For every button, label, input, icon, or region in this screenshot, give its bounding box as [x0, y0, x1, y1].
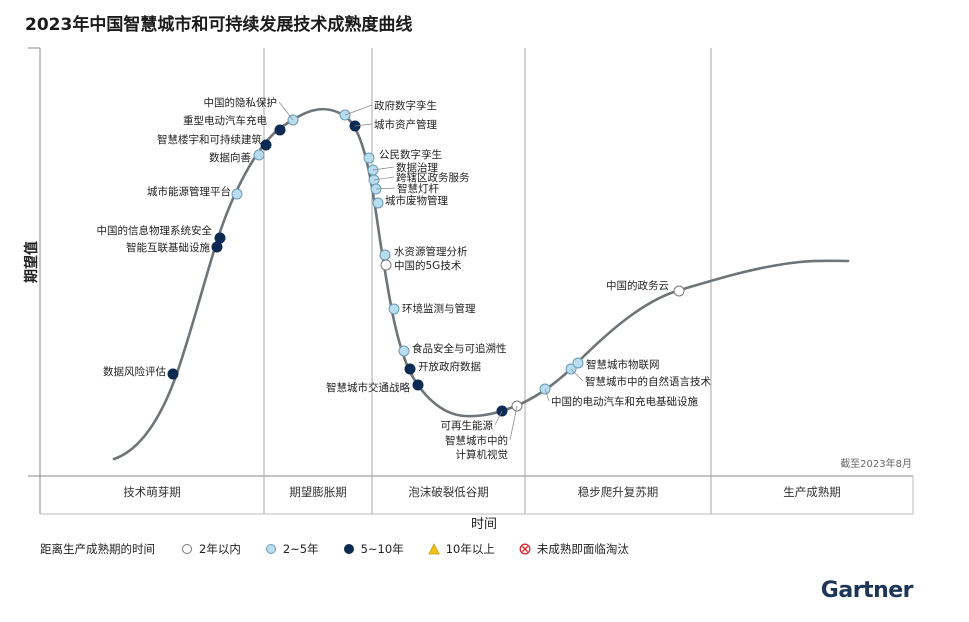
phase-label: 技术萌芽期 [123, 485, 181, 499]
tech-point [380, 259, 392, 271]
leader-line [278, 101, 294, 121]
tech-label: 智慧城市中的自然语言技术 [585, 375, 711, 388]
phase-label: 生产成熟期 [783, 485, 841, 499]
tech-label: 智慧城市中的计算机视觉 [445, 434, 508, 461]
legend-item-gt10: 10年以上 [428, 541, 495, 557]
leader-line [544, 388, 550, 402]
tech-point [253, 149, 265, 161]
tech-point [260, 139, 272, 151]
tech-label: 食品安全与可追溯性 [412, 342, 507, 355]
tech-point [379, 249, 391, 261]
tech-label: 重型电动汽车充电 [183, 114, 267, 127]
gartner-logo: Gartner [820, 578, 914, 603]
tech-label: 数据风险评估 [103, 365, 166, 378]
tech-label: 中国的隐私保护 [204, 96, 278, 109]
axis-layer: 期望值 时间 截至2023年8月 [23, 241, 912, 532]
tech-label: 公民数字孪生 [379, 148, 442, 161]
leader-line [509, 405, 518, 441]
tech-label: 环境监测与管理 [402, 302, 476, 315]
tech-point [363, 152, 375, 164]
tech-label: 中国的电动汽车和充电基础设施 [551, 395, 698, 408]
phase-label: 期望膨胀期 [289, 485, 347, 499]
leader-line [570, 368, 584, 382]
technology-labels-layer: 数据风险评估 智能互联基础设施 中国的信息物理系统安全 城市能源管理平台 数据向善 智慧楼… [97, 96, 712, 461]
legend-item-obsolete: 未成熟即面临淘汰 [519, 541, 629, 557]
legend-item-5to10: 5~10年 [343, 541, 404, 557]
legend-item-lt2: 2年以内 [181, 541, 241, 557]
tech-label: 数据向善 [209, 151, 251, 164]
tech-point [412, 379, 424, 391]
tech-point [388, 303, 400, 315]
tech-point [211, 241, 223, 253]
tech-label: 开放政府数据 [418, 360, 481, 373]
circle-icon [343, 544, 354, 554]
legend-title: 距离生产成熟期的时间 [40, 542, 155, 556]
tech-label: 智慧城市物联网 [586, 358, 660, 371]
legend: 距离生产成熟期的时间 2年以内 2~5年 5~10年 10年以上 未成熟即面临淘… [40, 541, 653, 557]
cross-circle-icon [519, 543, 531, 555]
leader-line [344, 104, 373, 116]
legend-item-2to5: 2~5年 [265, 541, 319, 557]
leader-line [373, 176, 395, 181]
tech-point [572, 357, 584, 369]
leader-line [494, 410, 503, 426]
tech-point [231, 188, 243, 200]
tech-label: 城市能源管理平台 [147, 185, 231, 198]
tech-label: 中国的信息物理系统安全 [97, 224, 213, 237]
legend-label-obsolete: 未成熟即面临淘汰 [536, 542, 629, 556]
tech-point [673, 285, 685, 297]
tech-label: 城市资产管理 [374, 118, 437, 131]
x-axis-label: 时间 [471, 517, 497, 532]
circle-icon [265, 544, 276, 554]
as-of-note: 截至2023年8月 [840, 457, 912, 470]
leader-line [354, 123, 373, 127]
legend-label-5to10: 5~10年 [360, 542, 404, 556]
tech-label: 可再生能源 [441, 419, 494, 432]
legend-label-lt2: 2年以内 [199, 542, 241, 556]
tech-label: 城市废物管理 [385, 194, 448, 207]
leader-line [375, 187, 396, 190]
tech-point [214, 232, 226, 244]
tech-point [372, 197, 384, 209]
tech-label: 跨辖区政务服务 [396, 171, 470, 184]
legend-label-gt10: 10年以上 [445, 542, 495, 556]
phase-label: 泡沫破裂低谷期 [408, 485, 489, 499]
triangle-icon [428, 543, 440, 555]
tech-label: 水资源管理分析 [394, 245, 468, 258]
tech-label: 智慧楼宇和可持续建筑 [157, 133, 262, 146]
tech-point [404, 363, 416, 375]
y-axis-label: 期望值 [23, 241, 40, 283]
tech-label: 智能互联基础设施 [126, 241, 210, 254]
tech-point [274, 124, 286, 136]
tech-label: 中国的5G技术 [394, 259, 462, 272]
tech-label: 中国的政务云 [606, 279, 669, 292]
tech-point [167, 368, 179, 380]
circle-icon [182, 544, 192, 554]
tech-point [398, 345, 410, 357]
tech-label: 智慧灯杆 [397, 182, 439, 195]
leader-line [372, 166, 395, 171]
phase-label: 稳步爬升复苏期 [578, 485, 659, 499]
legend-label-2to5: 2~5年 [282, 542, 319, 556]
tech-label: 智慧城市交通战略 [326, 381, 410, 394]
chart-title: 2023年中国智慧城市和可持续发展技术成熟度曲线 [25, 15, 413, 35]
tech-label: 政府数字孪生 [374, 99, 437, 112]
tech-label: 数据治理 [396, 161, 438, 174]
